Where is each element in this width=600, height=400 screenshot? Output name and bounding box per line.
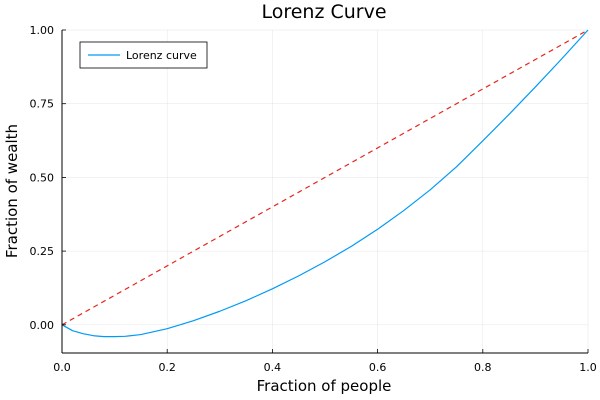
grid	[61, 29, 589, 353]
chart-title: Lorenz Curve	[261, 1, 386, 23]
series-layer	[61, 29, 589, 338]
x-tick-label: 0.2	[158, 361, 176, 374]
legend: Lorenz curve	[79, 41, 208, 69]
x-tick-label: 1.0	[579, 361, 597, 374]
x-tick-label: 0.6	[369, 361, 387, 374]
legend-label-lorenz: Lorenz curve	[126, 49, 197, 62]
y-tick-label: 0.00	[30, 319, 55, 332]
x-tick-label: 0.0	[53, 361, 71, 374]
x-tick-label: 0.8	[474, 361, 492, 374]
equality-line	[61, 29, 589, 326]
y-tick-label: 0.50	[30, 171, 55, 184]
x-axis-label: Fraction of people	[257, 377, 392, 395]
y-tick-label: 0.25	[30, 245, 55, 258]
y-tick-label: 0.75	[30, 98, 55, 111]
lorenz-curve-line	[61, 29, 589, 338]
x-tick-label: 0.4	[264, 361, 282, 374]
ticks: 0.0 0.2 0.4 0.6 0.8 1.0 0.00 0.25 0.50 0.75 1.00	[30, 24, 597, 374]
axes	[61, 30, 588, 354]
y-axis-label: Fraction of wealth	[3, 124, 21, 258]
y-tick-label: 1.00	[30, 24, 55, 37]
